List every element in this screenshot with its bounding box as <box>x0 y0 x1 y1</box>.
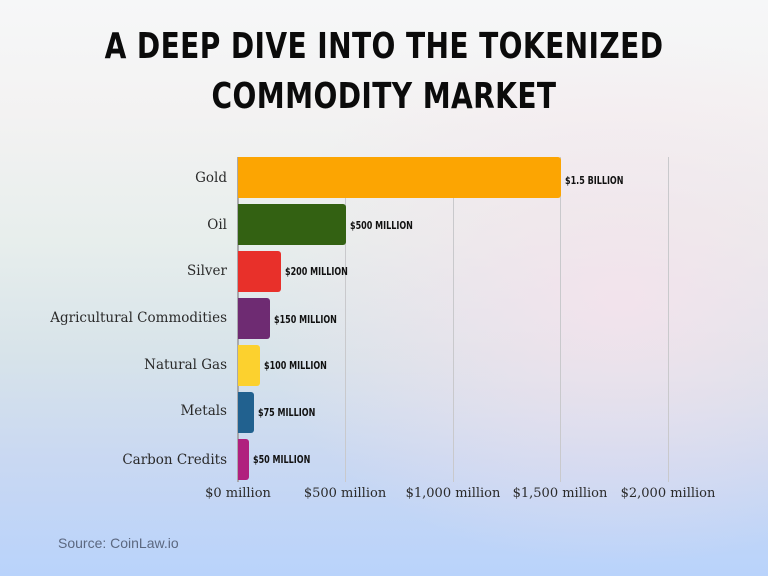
bar-silver <box>238 251 281 292</box>
value-label: $50 MILLION <box>252 454 311 466</box>
x-tick-label: $2,000 million <box>620 486 716 501</box>
chart-title-line-1: A Deep Dive into the Tokenized <box>104 26 664 67</box>
value-label: $200 MILLION <box>285 266 348 278</box>
gridline-1500 <box>560 157 561 482</box>
category-label: Agricultural Commodities <box>50 310 227 326</box>
category-label: Silver <box>187 263 227 279</box>
source-caption: Source: CoinLaw.io <box>58 535 179 551</box>
chart-title-line-2: Commodity Market <box>211 76 557 117</box>
value-label: $150 MILLION <box>274 314 338 326</box>
bar-metals <box>238 392 255 433</box>
bar-gold <box>238 157 561 198</box>
category-label: Oil <box>207 217 227 233</box>
x-tick-label: $1,500 million <box>512 486 608 501</box>
category-label: Gold <box>195 170 227 186</box>
category-label: Natural Gas <box>144 357 227 373</box>
gridline-2000 <box>668 157 669 482</box>
value-label: $75 MILLION <box>258 407 316 419</box>
value-label: $1.5 BILLION <box>564 175 623 187</box>
value-label: $100 MILLION <box>263 360 327 372</box>
chart-title: A Deep Dive into the Tokenized Commodity… <box>84 22 683 122</box>
category-label: Carbon Credits <box>122 452 227 468</box>
category-label: Metals <box>180 403 227 419</box>
bar-natural-gas <box>238 345 260 386</box>
x-tick-label: $0 million <box>205 486 271 501</box>
gridline-500 <box>345 157 346 482</box>
bar-carbon-credits <box>238 439 249 480</box>
x-tick-label: $1,000 million <box>405 486 501 501</box>
bar-oil <box>238 204 346 245</box>
x-tick-label: $500 million <box>303 486 387 501</box>
bar-agricultural-commodities <box>238 298 271 339</box>
gridline-1000 <box>453 157 454 482</box>
value-label: $500 MILLION <box>349 220 413 232</box>
